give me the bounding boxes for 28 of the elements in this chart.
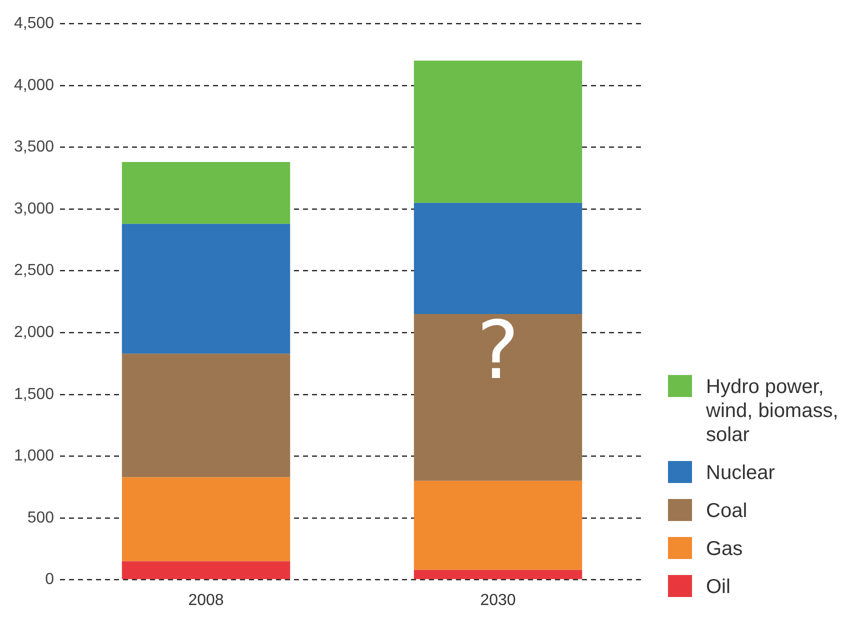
y-tick-label: 4,000 bbox=[14, 76, 54, 94]
y-tick-label: 0 bbox=[45, 571, 54, 588]
annotation: ? bbox=[476, 304, 520, 398]
y-tick-label: 1,000 bbox=[14, 448, 54, 465]
legend-label: Hydro power, wind, biomass, solar bbox=[706, 375, 840, 447]
legend-label: Oil bbox=[706, 575, 732, 599]
y-tick-label: 3,000 bbox=[14, 200, 54, 218]
legend-label: Gas bbox=[706, 537, 744, 561]
bar bbox=[122, 477, 290, 562]
bar bbox=[122, 162, 290, 224]
bar bbox=[414, 314, 582, 481]
bar bbox=[122, 561, 290, 580]
bar bbox=[414, 570, 582, 580]
bar bbox=[122, 224, 290, 354]
x-tick-label: 2030 bbox=[480, 592, 516, 609]
x-tick-label: 2008 bbox=[188, 592, 224, 609]
legend-label: Coal bbox=[706, 499, 748, 523]
y-tick-label: 4,500 bbox=[14, 15, 54, 32]
bar bbox=[414, 202, 582, 314]
legend-label: Nuclear bbox=[706, 461, 776, 485]
bar bbox=[414, 60, 582, 203]
y-tick-label: 2,500 bbox=[14, 262, 54, 280]
bar bbox=[414, 480, 582, 570]
y-tick-label: 1,500 bbox=[14, 386, 54, 403]
y-tick-label: 2,000 bbox=[14, 324, 54, 342]
bar bbox=[122, 354, 290, 478]
y-tick-label: 500 bbox=[27, 509, 54, 526]
y-tick-label: 3,500 bbox=[14, 138, 54, 156]
